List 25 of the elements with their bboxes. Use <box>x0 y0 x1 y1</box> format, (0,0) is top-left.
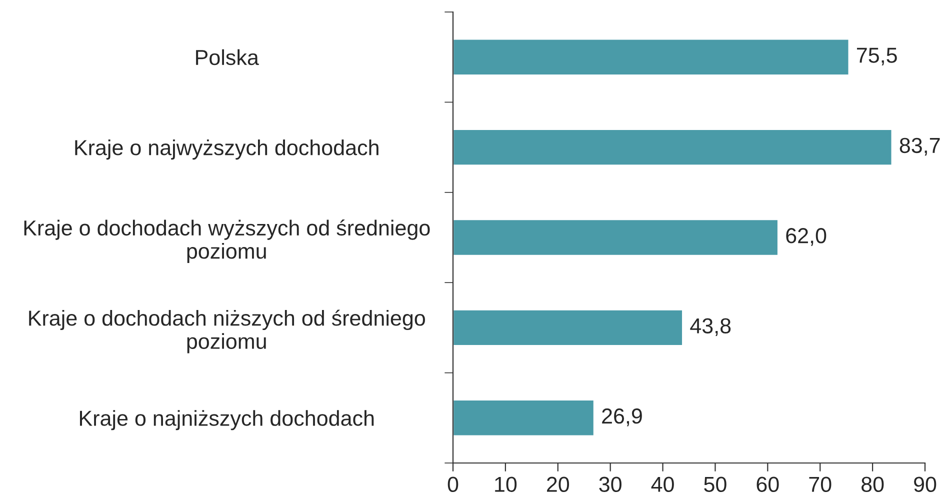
bar <box>453 218 779 256</box>
y-tick-label: Kraje o najniższych dochodach <box>80 410 374 430</box>
bar <box>453 399 595 437</box>
x-tick-label: 70 <box>809 476 832 492</box>
x-tick-label: 90 <box>914 476 936 492</box>
x-tick-label: 50 <box>704 476 726 492</box>
x-tick-label: 30 <box>599 476 622 492</box>
bar <box>453 308 684 346</box>
y-tick-label: Kraje o dochodach wyższych od średniego poziomu <box>24 220 430 264</box>
data-label: 83,7 <box>900 138 940 156</box>
y-tick-label: Kraje o dochodach niższych od średniego poziomu <box>29 310 425 354</box>
data-label: 26,9 <box>602 408 642 426</box>
x-tick-label: 40 <box>651 476 674 492</box>
x-tick-label: 60 <box>756 476 779 492</box>
data-label: 75,5 <box>857 48 897 66</box>
x-tick-label: 10 <box>495 476 517 492</box>
bar <box>453 128 893 166</box>
x-tick-label: 20 <box>547 476 570 492</box>
y-tick-label: Polska <box>196 49 259 66</box>
data-label: 43,8 <box>690 318 731 336</box>
x-tick-label: 0 <box>448 476 458 492</box>
x-tick-label: 80 <box>862 476 884 492</box>
bar <box>453 38 850 76</box>
y-tick-label: Kraje o najwyższych dochodach <box>75 140 378 160</box>
data-label: 62,0 <box>786 228 826 246</box>
